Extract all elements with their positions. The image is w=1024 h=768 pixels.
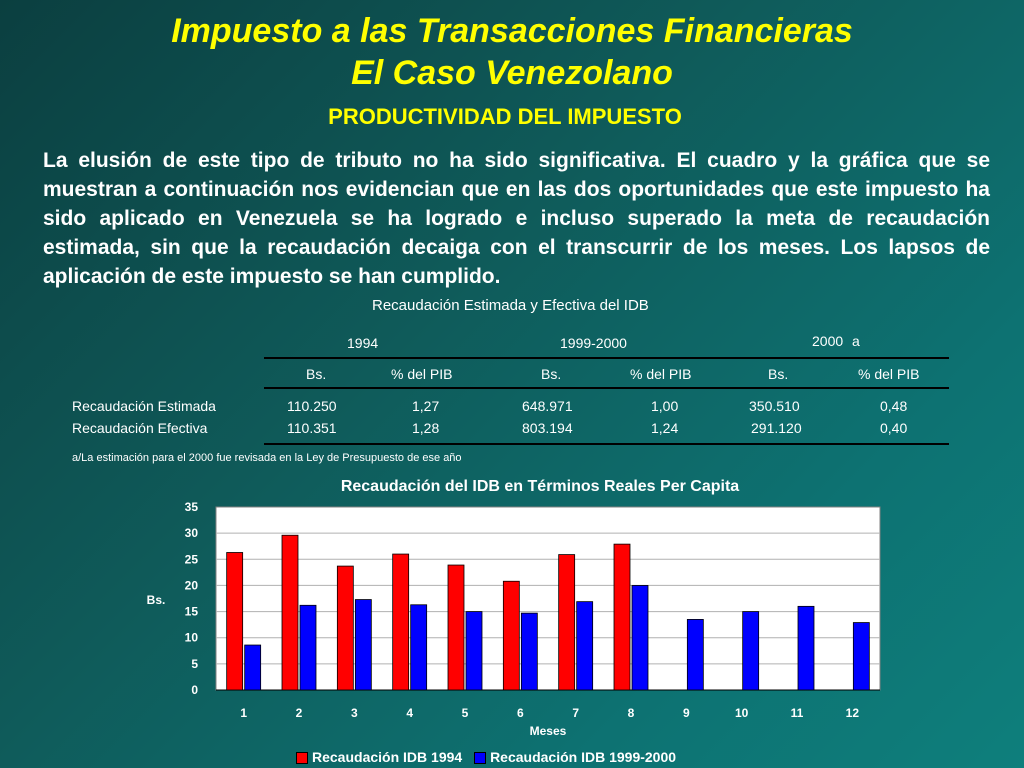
table-cell: 0,48 xyxy=(880,398,908,414)
table-cell: 1,24 xyxy=(651,420,679,436)
legend-label-1999-2000: Recaudación IDB 1999-2000 xyxy=(490,749,677,765)
bar-1999-2000-month-1 xyxy=(244,644,262,691)
x-tick-label: 10 xyxy=(735,706,749,720)
body-paragraph: La elusión de este tipo de tributo no ha… xyxy=(43,149,990,288)
bar-1994-month-7 xyxy=(558,554,576,691)
period-2000: 2000 xyxy=(812,333,844,349)
legend-swatch-red xyxy=(296,752,308,765)
y-tick-label: 25 xyxy=(185,552,199,566)
period-1999-2000: 1999-2000 xyxy=(560,335,627,351)
table-footnote: a/La estimación para el 2000 fue revisad… xyxy=(72,452,462,464)
table-cell: 803.194 xyxy=(522,420,573,436)
slide-title-line2: El Caso Venezolano xyxy=(351,54,673,92)
bar-1999-2000-month-3 xyxy=(354,599,372,691)
table-title: Recaudación Estimada y Efectiva del IDB xyxy=(372,297,649,314)
table-cell: 1,28 xyxy=(412,420,440,436)
x-tick-label: 8 xyxy=(628,706,635,720)
table-cell: 1,00 xyxy=(651,398,679,414)
legend-item-1994: Recaudación IDB 1994 xyxy=(296,749,462,765)
x-tick-label: 1 xyxy=(240,706,247,720)
plot-area xyxy=(215,506,881,691)
bar-1999-2000-month-6 xyxy=(520,612,538,691)
x-tick-label: 11 xyxy=(791,706,804,720)
table-rule-top xyxy=(264,357,949,359)
table-cell: 350.510 xyxy=(749,398,800,414)
legend-label-1994: Recaudación IDB 1994 xyxy=(312,749,463,765)
bar-1999-2000-month-5 xyxy=(465,611,483,691)
col-header-bs-2000: Bs. xyxy=(768,366,789,382)
x-tick-label: 4 xyxy=(406,706,413,720)
table-cell: 1,27 xyxy=(412,398,440,414)
table-cell: 291.120 xyxy=(751,420,802,436)
bar-1999-2000-month-12 xyxy=(852,622,870,691)
row-label-estimada: Recaudación Estimada xyxy=(72,398,216,414)
bar-1994-month-6 xyxy=(502,580,520,691)
slide-title-line1: Impuesto a las Transacciones Financieras xyxy=(171,12,853,50)
x-tick-label: 12 xyxy=(846,706,860,720)
col-header-bs-1994: Bs. xyxy=(306,366,327,382)
bar-1994-month-4 xyxy=(392,553,410,691)
bar-1994-month-8 xyxy=(613,543,631,691)
bar-1999-2000-month-7 xyxy=(576,601,594,691)
bar-1999-2000-month-4 xyxy=(410,604,428,691)
bar-1999-2000-month-10 xyxy=(742,611,760,691)
y-tick-label: 0 xyxy=(191,683,198,697)
y-tick-label: 20 xyxy=(185,578,199,592)
table-cell: 648.971 xyxy=(522,398,573,414)
col-header-pib-1994: % del PIB xyxy=(391,366,453,382)
legend-item-1999-2000: Recaudación IDB 1999-2000 xyxy=(474,749,676,765)
col-header-pib-1999: % del PIB xyxy=(630,366,692,382)
table-cell: 0,40 xyxy=(880,420,908,436)
y-tick-label: 5 xyxy=(191,657,198,671)
bar-1994-month-2 xyxy=(281,534,299,691)
bar-1999-2000-month-9 xyxy=(686,619,704,691)
x-tick-label: 5 xyxy=(462,706,469,720)
table-cell: 110.351 xyxy=(287,420,337,436)
y-tick-label: 35 xyxy=(185,500,199,514)
row-label-efectiva: Recaudación Efectiva xyxy=(72,420,208,436)
table-cell: 110.250 xyxy=(287,398,337,414)
x-tick-label: 3 xyxy=(351,706,358,720)
chart-title: Recaudación del IDB en Términos Reales P… xyxy=(340,478,740,495)
x-tick-label: 7 xyxy=(572,706,579,720)
x-tick-label: 9 xyxy=(683,706,690,720)
table-rule-middle xyxy=(264,387,949,389)
y-tick-label: 15 xyxy=(185,605,199,619)
chart-legend: Recaudación IDB 1994 Recaudación IDB 199… xyxy=(296,749,684,765)
legend-swatch-blue xyxy=(474,752,487,765)
x-axis-label: Meses xyxy=(530,724,567,738)
table-rule-bottom xyxy=(264,443,949,445)
x-tick-label: 6 xyxy=(517,706,524,720)
x-tick-label: 2 xyxy=(296,706,303,720)
col-header-pib-2000: % del PIB xyxy=(858,366,920,382)
bar-1994-month-5 xyxy=(447,564,465,691)
period-2000-note: a xyxy=(852,333,860,349)
bar-1999-2000-month-8 xyxy=(631,585,649,691)
bar-1999-2000-month-11 xyxy=(797,605,815,691)
period-1994: 1994 xyxy=(347,335,379,351)
bar-1999-2000-month-2 xyxy=(299,604,317,691)
y-axis-label: Bs. xyxy=(147,593,166,607)
bar-1994-month-3 xyxy=(336,565,354,691)
y-tick-label: 30 xyxy=(185,526,199,540)
bar-1994-month-1 xyxy=(226,552,244,691)
y-tick-label: 10 xyxy=(185,631,199,645)
col-header-bs-1999: Bs. xyxy=(541,366,562,382)
slide-subtitle: PRODUCTIVIDAD DEL IMPUESTO xyxy=(328,104,682,129)
